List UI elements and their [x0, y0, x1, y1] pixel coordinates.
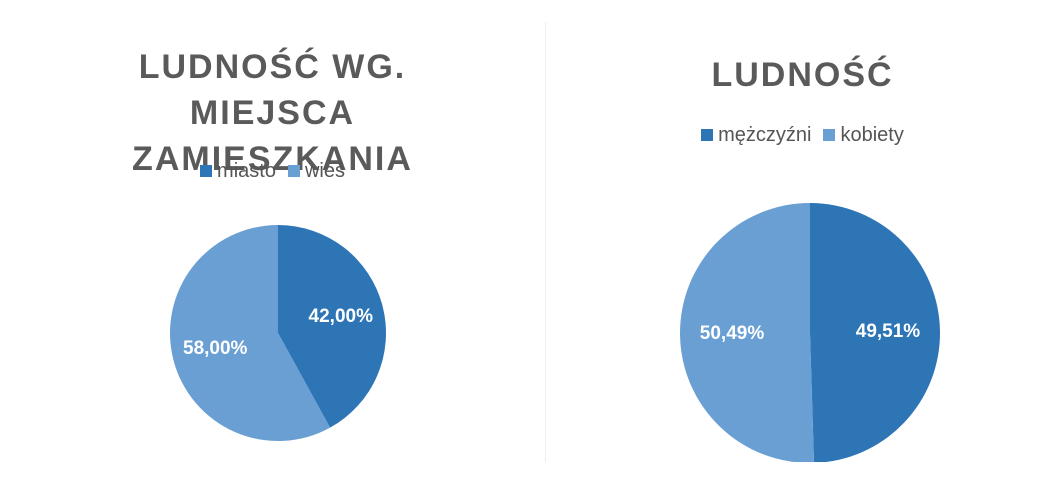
legend-label: wieś — [304, 160, 345, 182]
legend-swatch — [287, 165, 300, 177]
data-label: 49,51% — [856, 321, 921, 342]
legend-label: kobiety — [840, 124, 904, 146]
pie-slice — [169, 225, 331, 441]
chart-title: LUDNOŚĆ WG. MIEJSCA ZAMIESZKANIA — [132, 48, 413, 178]
legend-item: wieś — [287, 160, 345, 183]
pie-chart: 42,00% 58,00% — [169, 225, 386, 441]
pie-slice — [680, 203, 814, 462]
pie-chart: 49,51% 50,49% — [680, 203, 940, 462]
legend-item: kobiety — [823, 124, 904, 147]
legend-label: miasto — [217, 160, 276, 182]
legend-item: mężczyźni — [701, 124, 811, 147]
pie-slice — [278, 225, 386, 428]
data-label: 50,49% — [700, 323, 765, 344]
chart-panel: LUDNOŚĆ mężczyźni kobiety 49,51% 50,49% — [546, 22, 1059, 462]
legend: miasto wieś — [0, 160, 545, 183]
legend-swatch — [701, 129, 714, 141]
legend-swatch — [200, 165, 213, 177]
legend-item: miasto — [200, 160, 276, 183]
data-label: 58,00% — [183, 338, 248, 359]
chart-title: LUDNOŚĆ — [711, 56, 894, 94]
legend-label: mężczyźni — [718, 124, 812, 146]
legend-swatch — [823, 129, 836, 141]
legend: mężczyźni kobiety — [546, 124, 1059, 147]
pie-slice — [810, 203, 940, 462]
chart-panel: LUDNOŚĆ WG. MIEJSCA ZAMIESZKANIA miasto w… — [0, 22, 546, 462]
data-label: 42,00% — [309, 306, 374, 327]
